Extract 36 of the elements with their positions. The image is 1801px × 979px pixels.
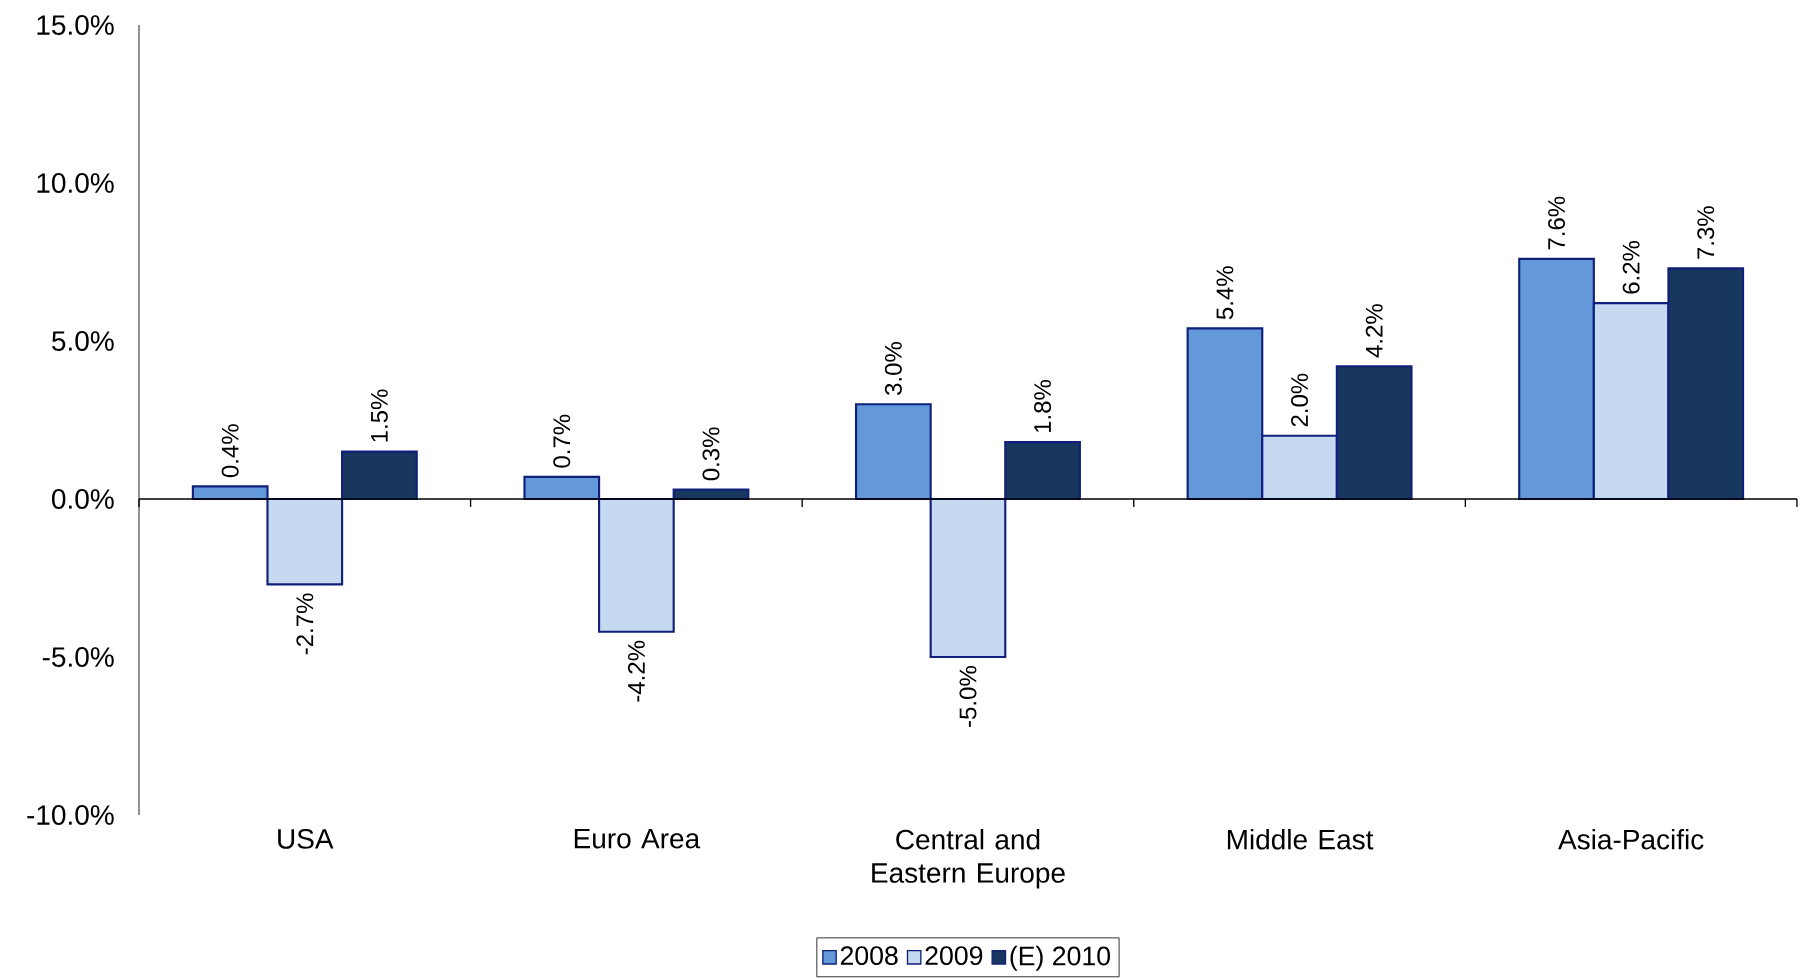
data-label: 1.5% — [370, 389, 388, 442]
x-tick-label: Central and Eastern Europe — [872, 828, 1065, 889]
y-tick-label: -10.0% — [27, 805, 114, 825]
data-label: -2.7% — [296, 593, 314, 655]
bar — [598, 497, 675, 633]
x-tick-label: Asia-Pacific — [1558, 828, 1704, 850]
data-label: 5.4% — [1216, 266, 1234, 320]
data-label: 2.0% — [1291, 373, 1309, 427]
data-label: 0.3% — [702, 427, 720, 481]
data-label: 3.0% — [884, 342, 902, 396]
y-tick-label: -5.0% — [42, 647, 114, 667]
data-label: 1.8% — [1034, 380, 1052, 433]
data-label: 0.4% — [221, 424, 239, 478]
legend-label: 2008 — [840, 946, 898, 966]
data-label: 0.7% — [553, 414, 571, 468]
bar — [1004, 441, 1081, 501]
x-tick-label: Middle East — [1227, 828, 1374, 850]
bar — [523, 475, 601, 501]
y-tick-label: 15.0% — [37, 15, 114, 35]
x-tick-label: Euro Area — [574, 828, 701, 849]
data-label: 4.2% — [1365, 304, 1383, 358]
bar — [854, 403, 932, 501]
data-label: -4.2% — [627, 640, 645, 702]
data-label: -5.0% — [959, 666, 977, 727]
x-tick-label: USA — [278, 828, 334, 849]
y-tick-label: 5.0% — [52, 331, 114, 351]
bar — [266, 497, 344, 586]
legend-label: (E) 2010 — [1010, 945, 1111, 971]
legend-label: 2009 — [925, 946, 983, 966]
y-tick-label: 0.0% — [52, 489, 114, 509]
bar — [341, 450, 418, 501]
data-label: 6.2% — [1622, 240, 1640, 294]
data-label: 7.6% — [1548, 196, 1566, 250]
data-label: 7.3% — [1697, 206, 1715, 259]
bar — [929, 497, 1007, 659]
y-tick-label: 10.0% — [37, 173, 114, 193]
